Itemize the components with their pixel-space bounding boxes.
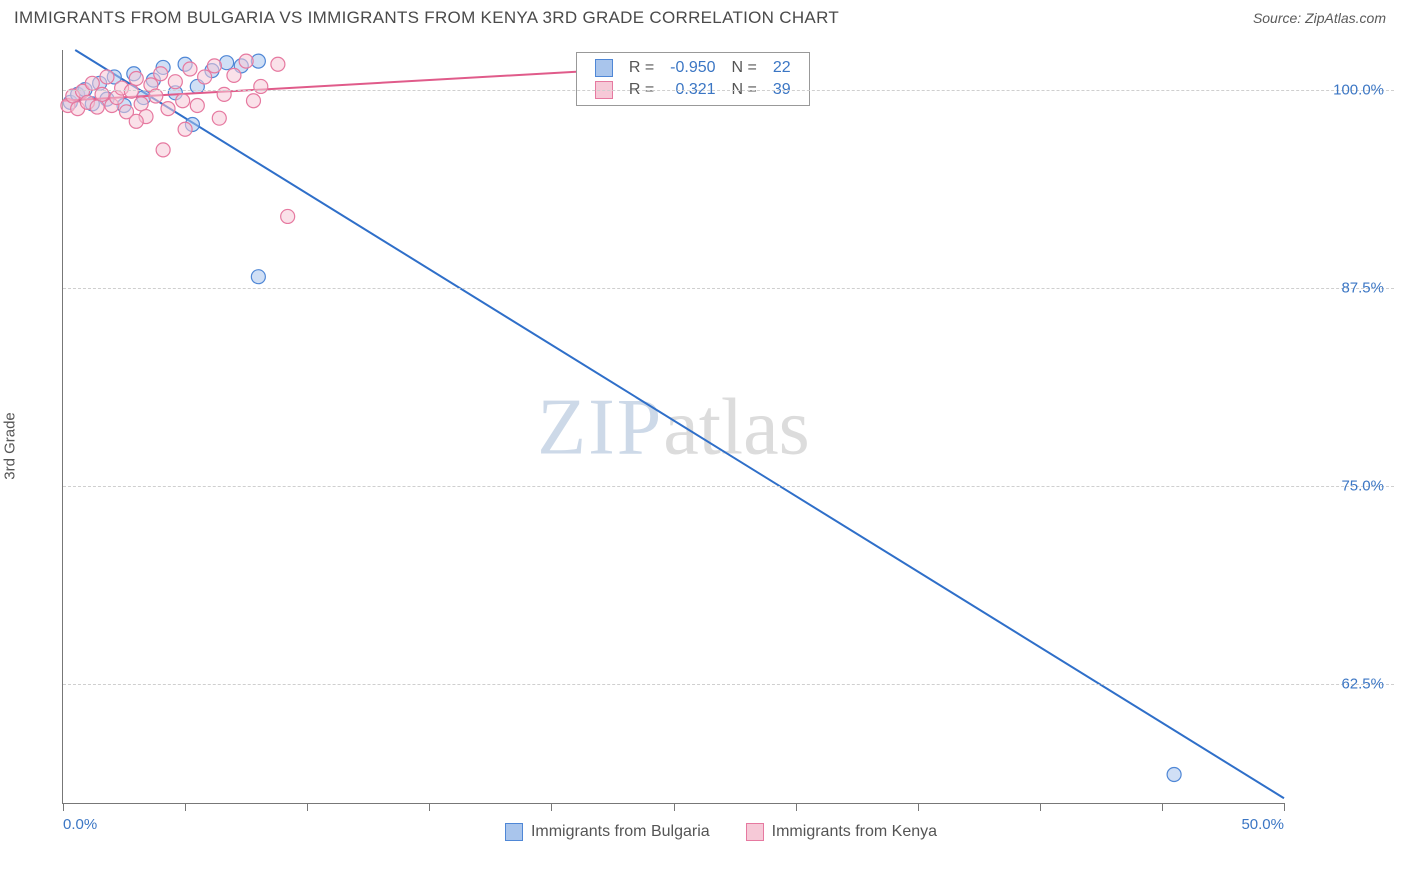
trend-line: [75, 50, 1284, 798]
data-point: [251, 270, 265, 284]
data-point: [154, 67, 168, 81]
legend-label: Immigrants from Kenya: [772, 823, 937, 841]
data-point: [239, 54, 253, 68]
legend-swatch: [746, 823, 764, 841]
legend-r-value: -0.950: [662, 57, 723, 79]
plot-region: ZIPatlas R =-0.950N =22R =0.321N =39 62.…: [62, 50, 1284, 804]
y-tick-label: 62.5%: [1294, 676, 1384, 693]
x-tick: [1040, 803, 1041, 811]
x-tick: [63, 803, 64, 811]
data-point: [100, 70, 114, 84]
data-point: [271, 57, 285, 71]
data-point: [161, 102, 175, 116]
x-tick: [429, 803, 430, 811]
source-credit: Source: ZipAtlas.com: [1253, 10, 1386, 26]
data-point: [176, 94, 190, 108]
data-point: [85, 76, 99, 90]
data-point: [198, 70, 212, 84]
data-point: [190, 98, 204, 112]
x-tick: [307, 803, 308, 811]
legend-swatch: [505, 823, 523, 841]
x-tick: [1284, 803, 1285, 811]
series-legend: Immigrants from Bulgaria Immigrants from …: [48, 823, 1394, 846]
data-point: [129, 72, 143, 86]
correlation-legend: R =-0.950N =22R =0.321N =39: [576, 52, 810, 106]
data-point: [254, 79, 268, 93]
y-tick-label: 75.0%: [1294, 477, 1384, 494]
data-point: [134, 97, 148, 111]
legend-swatch: [595, 59, 613, 77]
x-tick: [1162, 803, 1163, 811]
legend-n-value: 22: [765, 57, 799, 79]
data-point: [124, 84, 138, 98]
data-point: [129, 114, 143, 128]
legend-label: Immigrants from Bulgaria: [531, 823, 710, 841]
gridline: [63, 90, 1394, 91]
x-tick: [918, 803, 919, 811]
legend-row: R =-0.950N =22: [587, 57, 799, 79]
x-tick: [185, 803, 186, 811]
legend-item: Immigrants from Bulgaria: [505, 823, 710, 841]
chart-svg: [63, 50, 1284, 803]
legend-item: Immigrants from Kenya: [746, 823, 937, 841]
gridline: [63, 486, 1394, 487]
gridline: [63, 288, 1394, 289]
data-point: [207, 59, 221, 73]
data-point: [178, 122, 192, 136]
data-point: [149, 89, 163, 103]
y-axis-label: 3rd Grade: [2, 412, 19, 480]
x-tick: [674, 803, 675, 811]
x-tick: [551, 803, 552, 811]
title-bar: IMMIGRANTS FROM BULGARIA VS IMMIGRANTS F…: [0, 0, 1406, 34]
y-tick-label: 87.5%: [1294, 279, 1384, 296]
legend-n-label: N =: [724, 57, 765, 79]
legend-r-label: R =: [621, 57, 662, 79]
chart-area: ZIPatlas R =-0.950N =22R =0.321N =39 62.…: [48, 50, 1394, 852]
data-point: [183, 62, 197, 76]
data-point: [1167, 767, 1181, 781]
data-point: [90, 100, 104, 114]
data-point: [246, 94, 260, 108]
data-point: [212, 111, 226, 125]
data-point: [281, 209, 295, 223]
x-tick: [796, 803, 797, 811]
data-point: [156, 143, 170, 157]
source-link[interactable]: ZipAtlas.com: [1305, 10, 1386, 26]
gridline: [63, 684, 1394, 685]
data-point: [227, 68, 241, 82]
chart-title: IMMIGRANTS FROM BULGARIA VS IMMIGRANTS F…: [14, 8, 839, 28]
source-label: Source:: [1253, 10, 1305, 26]
data-point: [168, 75, 182, 89]
y-tick-label: 100.0%: [1294, 81, 1384, 98]
